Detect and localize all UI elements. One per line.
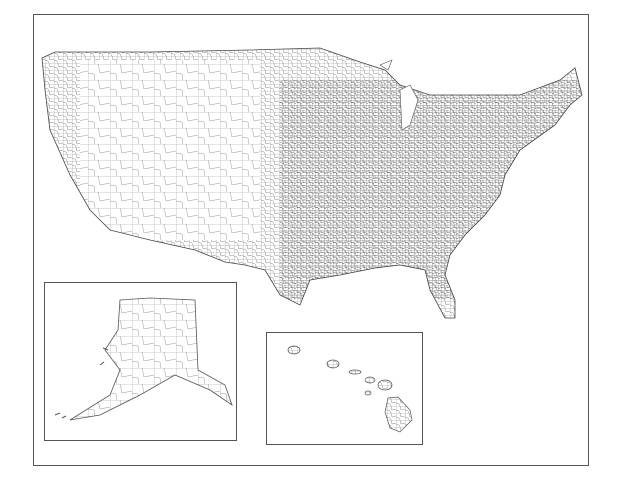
alaska-inset (44, 282, 237, 441)
hawaii (287, 345, 413, 433)
hawaii-inset (266, 332, 423, 445)
alaska (54, 297, 233, 421)
map-frame (33, 14, 589, 466)
